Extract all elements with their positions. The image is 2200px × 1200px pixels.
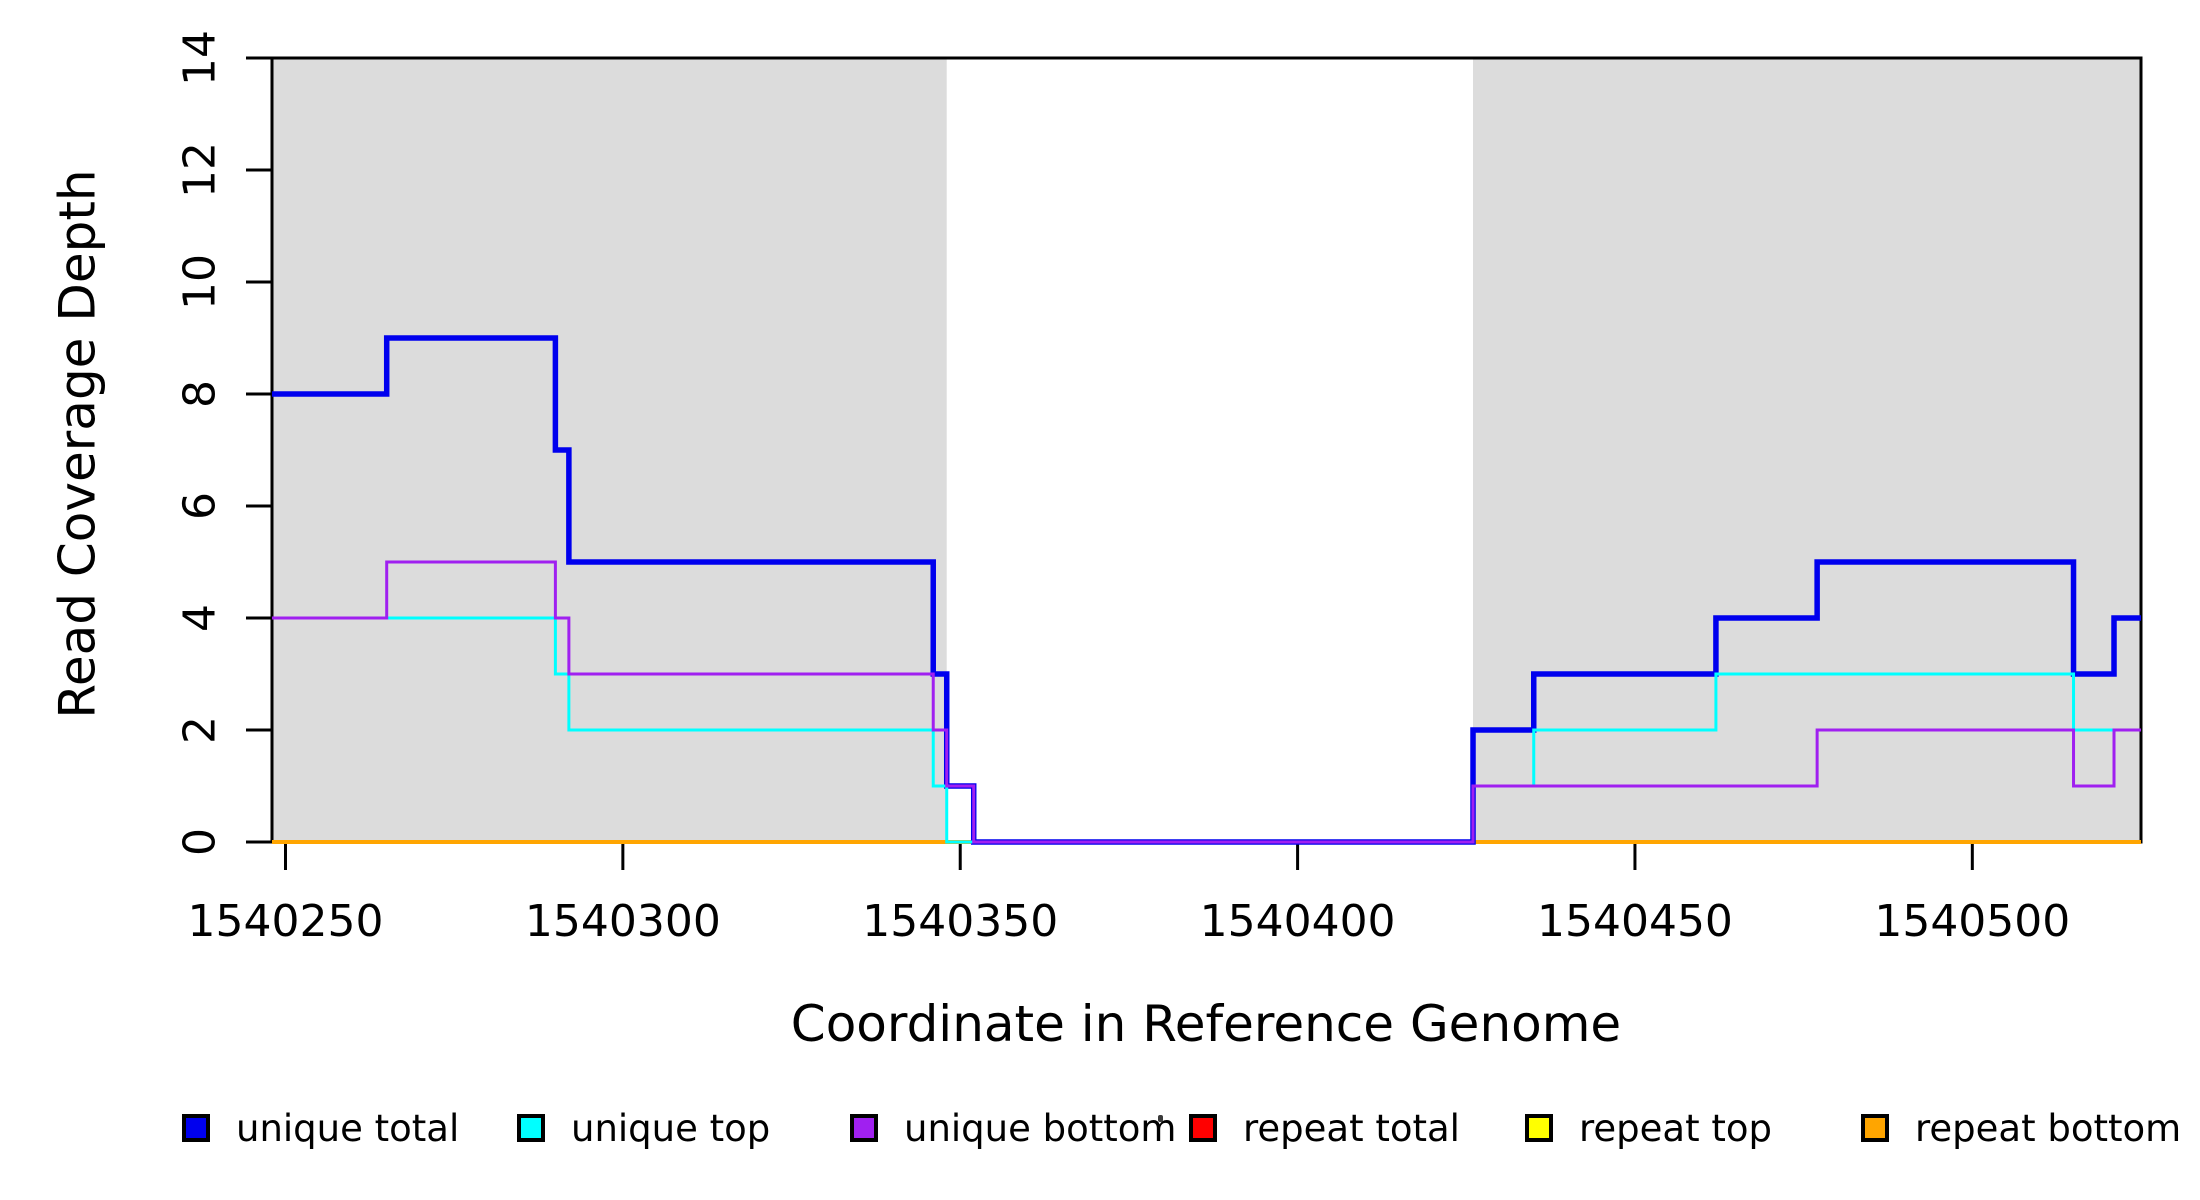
y-axis-title-text: Read Coverage Depth bbox=[49, 169, 107, 719]
legend-swatch-unique-bottom bbox=[850, 1114, 878, 1142]
legend-item-unique-total: unique total bbox=[182, 1106, 459, 1150]
right-gray-block bbox=[1473, 58, 2141, 842]
series-unique-bottom bbox=[272, 560, 2141, 844]
legend-label: repeat top bbox=[1579, 1106, 1772, 1150]
legend-label: unique total bbox=[236, 1106, 460, 1150]
y-tick-label: 0 bbox=[175, 828, 226, 856]
legend-swatch-repeat-bottom bbox=[1861, 1114, 1889, 1142]
legend-label: unique top bbox=[571, 1106, 771, 1150]
legend-item-repeat-top: repeat top bbox=[1525, 1106, 1772, 1150]
x-tick-label: 1540450 bbox=[1537, 896, 1733, 947]
legend-item-unique-top: unique top bbox=[517, 1106, 770, 1150]
x-axis-title-text: Coordinate in Reference Genome bbox=[790, 995, 1622, 1053]
y-tick-label: 2 bbox=[175, 716, 226, 744]
y-tick-label: 10 bbox=[175, 254, 226, 310]
legend-swatch-unique-total bbox=[182, 1114, 210, 1142]
legend-swatch-repeat-top bbox=[1525, 1114, 1553, 1142]
x-tick-label: 1540500 bbox=[1874, 896, 2070, 947]
legend-label: unique bottom bbox=[904, 1106, 1177, 1150]
left-gray-block bbox=[272, 58, 947, 842]
legend-item-unique-bottom: unique bottom bbox=[850, 1106, 1176, 1150]
x-tick-label: 1540400 bbox=[1200, 896, 1396, 947]
x-tick-label: 1540250 bbox=[188, 896, 384, 947]
stray-mark bbox=[1158, 1115, 1163, 1122]
x-tick-label: 1540300 bbox=[525, 896, 721, 947]
y-tick-label: 12 bbox=[175, 142, 226, 198]
legend-label: repeat bottom bbox=[1915, 1106, 2182, 1150]
legend-item-repeat-total: repeat total bbox=[1189, 1106, 1460, 1150]
legend-label: repeat total bbox=[1243, 1106, 1460, 1150]
y-tick-label: 4 bbox=[175, 604, 226, 632]
y-tick-label: 8 bbox=[175, 380, 226, 408]
y-tick-label: 6 bbox=[175, 492, 226, 520]
x-tick-label: 1540350 bbox=[862, 896, 1058, 947]
legend-swatch-repeat-total bbox=[1189, 1114, 1217, 1142]
legend: unique total unique top unique bottom repea… bbox=[0, 0, 2200, 1150]
legend-swatch-unique-top bbox=[517, 1114, 545, 1142]
y-tick-label: 14 bbox=[175, 30, 226, 86]
legend-item-repeat-bottom: repeat bottom bbox=[1861, 1106, 2181, 1150]
